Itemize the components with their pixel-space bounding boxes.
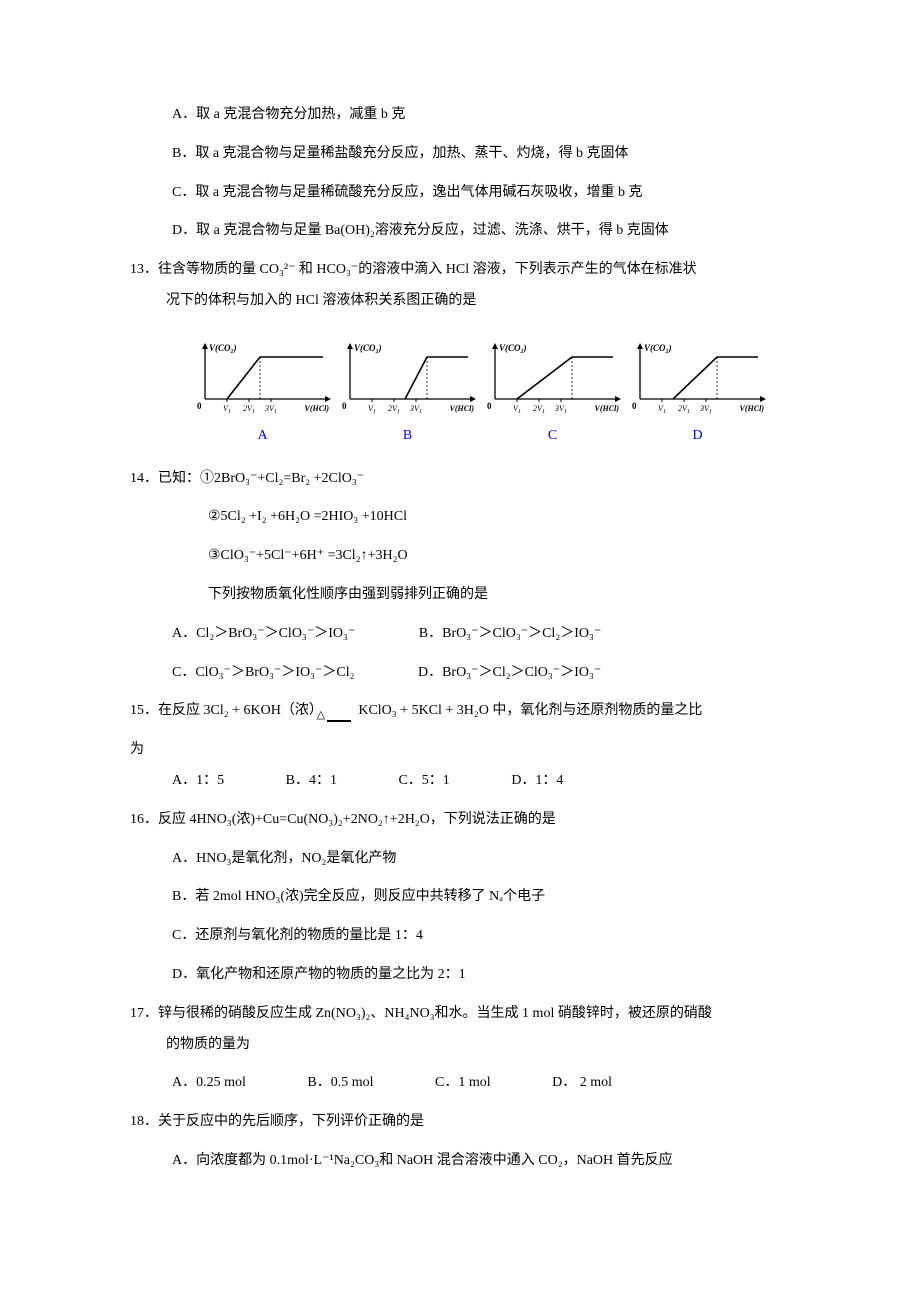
q18-option-a: A．向浓度都为 0.1mol·L⁻¹Na₂CO₃和 NaOH 混合溶液中通入 C… [130, 1146, 790, 1177]
svg-text:V(HCl): V(HCl) [594, 404, 619, 413]
q14-option-b: B．BrO₃⁻＞ClO₃⁻＞Cl₂＞IO₃⁻ [419, 619, 601, 650]
q17-option-c: C．1 mol [435, 1068, 491, 1099]
q16-option-b: B．若 2mol HNO₃(浓)完全反应，则反应中共转移了 Nₐ个电子 [130, 882, 790, 913]
q17-stem-2: 的物质的量为 [130, 1030, 790, 1061]
q17-options: A．0.25 mol B．0.5 mol C．1 mol D． 2 mol [130, 1068, 790, 1099]
q15-option-d: D．1：4 [511, 766, 563, 797]
svg-text:2V1: 2V1 [243, 404, 255, 415]
q17-option-a: A．0.25 mol [172, 1068, 246, 1099]
q13-charts: V(CO₂) 0 V1 2V1 3V1 V(HCl) V(CO₂) 0 V1 2V1 3V1 V(H… [130, 325, 790, 417]
chart-label-c: C [483, 421, 623, 452]
svg-text:V1: V1 [658, 404, 666, 415]
q15-stem-2: 为 [130, 735, 790, 766]
svg-text:0: 0 [487, 401, 492, 411]
chart-a: V(CO₂) 0 V1 2V1 3V1 V(HCl) [193, 335, 333, 417]
svg-text:0: 0 [197, 401, 202, 411]
svg-text:V(CO₂): V(CO₂) [499, 343, 527, 353]
q14: 14．已知：①2BrO₃⁻+Cl₂=Br₂ +2ClO₃⁻ [130, 464, 790, 495]
q14-option-d: D．BrO₃⁻＞Cl₂＞ClO₃⁻＞IO₃⁻ [418, 658, 601, 689]
q15-options: A．1：5 B．4：1 C．5：1 D．1：4 [130, 766, 790, 797]
chart-d: V(CO₂) 0 V1 2V1 3V1 V(HCl) [628, 335, 768, 417]
q17: 17．锌与很稀的硝酸反应生成 Zn(NO₃)₂、NH₄NO₃和水。当生成 1 m… [130, 999, 790, 1061]
q14-eq3: ③ClO₃⁻+5Cl⁻+6H⁺ =3Cl₂↑+3H₂O [130, 541, 790, 572]
q15-stem-post: KClO₃ + 5KCl + 3H₂O 中，氧化剂与还原剂物质的量之比 [355, 703, 703, 718]
q14-options-row2: C．ClO₃⁻＞BrO₃⁻＞IO₃⁻＞Cl₂ D．BrO₃⁻＞Cl₂＞ClO₃⁻… [130, 658, 790, 689]
q15-stem: 15．在反应 3Cl₂ + 6KOH（浓） △ KClO₃ + 5KCl + 3H… [130, 696, 790, 727]
svg-text:3V1: 3V1 [699, 404, 712, 415]
svg-text:2V1: 2V1 [388, 404, 400, 415]
svg-text:V(CO₂): V(CO₂) [354, 343, 382, 353]
q16-stem: 16．反应 4HNO₃(浓)+Cu=Cu(NO₃)₂+2NO₂↑+2H₂O，下列… [130, 805, 790, 836]
chart-b: V(CO₂) 0 V1 2V1 3V1 V(HCl) [338, 335, 478, 417]
svg-text:0: 0 [342, 401, 347, 411]
q15-option-a: A．1：5 [172, 766, 224, 797]
heat-symbol: △ [327, 708, 351, 722]
svg-text:V(HCl): V(HCl) [304, 404, 329, 413]
q14-stem: 14．已知：①2BrO₃⁻+Cl₂=Br₂ +2ClO₃⁻ [130, 464, 790, 495]
chart-label-a: A [193, 421, 333, 452]
q14-sub: 下列按物质氧化性顺序由强到弱排列正确的是 [130, 580, 790, 611]
svg-text:2V1: 2V1 [533, 404, 545, 415]
q13-stem-1: 13．往含等物质的量 CO₃²⁻ 和 HCO₃⁻的溶液中滴入 HCl 溶液，下列… [130, 255, 790, 286]
svg-text:2V1: 2V1 [678, 404, 690, 415]
q14-eq2: ②5Cl₂ +I₂ +6H₂O =2HIO₃ +10HCl [130, 502, 790, 533]
svg-text:V(CO₂): V(CO₂) [644, 343, 672, 353]
q15-stem-pre: 15．在反应 3Cl₂ + 6KOH（浓） [130, 703, 323, 718]
svg-text:0: 0 [632, 401, 637, 411]
svg-text:V1: V1 [368, 404, 376, 415]
q16-option-d: D．氧化产物和还原产物的物质的量之比为 2：1 [130, 960, 790, 991]
svg-text:V(HCl): V(HCl) [449, 404, 474, 413]
q13-chart-labels: A B C D [130, 421, 790, 452]
q13: 13．往含等物质的量 CO₃²⁻ 和 HCO₃⁻的溶液中滴入 HCl 溶液，下列… [130, 255, 790, 317]
q12-option-d: D．取 a 克混合物与足量 Ba(OH)₂溶液充分反应，过滤、洗涤、烘干，得 b… [130, 216, 790, 247]
q17-option-d: D． 2 mol [552, 1068, 612, 1099]
svg-text:V(HCl): V(HCl) [739, 404, 764, 413]
svg-text:V(CO₂): V(CO₂) [209, 343, 237, 353]
q12-option-c: C．取 a 克混合物与足量稀硫酸充分反应，逸出气体用碱石灰吸收，增重 b 克 [130, 178, 790, 209]
q16-option-c: C．还原剂与氧化剂的物质的量比是 1：4 [130, 921, 790, 952]
q12-option-b: B．取 a 克混合物与足量稀盐酸充分反应，加热、蒸干、灼烧，得 b 克固体 [130, 139, 790, 170]
svg-text:V1: V1 [223, 404, 231, 415]
chart-label-d: D [628, 421, 768, 452]
q12-option-a: A．取 a 克混合物充分加热，减重 b 克 [130, 100, 790, 131]
svg-text:3V1: 3V1 [409, 404, 422, 415]
q14-options-row1: A．Cl₂＞BrO₃⁻＞ClO₃⁻＞IO₃⁻ B．BrO₃⁻＞ClO₃⁻＞Cl₂… [130, 619, 790, 650]
q17-option-b: B．0.5 mol [307, 1068, 373, 1099]
q15-option-c: C．5：1 [398, 766, 449, 797]
q15-option-b: B．4：1 [286, 766, 337, 797]
q17-stem-1: 17．锌与很稀的硝酸反应生成 Zn(NO₃)₂、NH₄NO₃和水。当生成 1 m… [130, 999, 790, 1030]
q18-stem: 18．关于反应中的先后顺序，下列评价正确的是 [130, 1107, 790, 1138]
svg-text:V1: V1 [513, 404, 521, 415]
chart-c: V(CO₂) 0 V1 2V1 3V1 V(HCl) [483, 335, 623, 417]
q14-option-c: C．ClO₃⁻＞BrO₃⁻＞IO₃⁻＞Cl₂ [172, 658, 354, 689]
chart-label-b: B [338, 421, 478, 452]
q15: 15．在反应 3Cl₂ + 6KOH（浓） △ KClO₃ + 5KCl + 3H… [130, 696, 790, 727]
q16: 16．反应 4HNO₃(浓)+Cu=Cu(NO₃)₂+2NO₂↑+2H₂O，下列… [130, 805, 790, 836]
q14-option-a: A．Cl₂＞BrO₃⁻＞ClO₃⁻＞IO₃⁻ [172, 619, 355, 650]
svg-text:3V1: 3V1 [554, 404, 567, 415]
svg-text:3V1: 3V1 [264, 404, 277, 415]
q16-option-a: A．HNO₃是氧化剂，NO₂是氧化产物 [130, 844, 790, 875]
q18: 18．关于反应中的先后顺序，下列评价正确的是 [130, 1107, 790, 1138]
q13-stem-2: 况下的体积与加入的 HCl 溶液体积关系图正确的是 [130, 286, 790, 317]
